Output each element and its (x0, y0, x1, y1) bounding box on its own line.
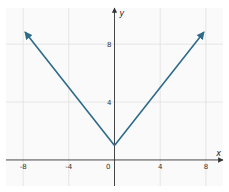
line (25, 33, 203, 146)
grid-line-x (205, 8, 206, 186)
y-axis (114, 8, 115, 186)
plot-background (6, 8, 223, 186)
grid-line-x (68, 8, 69, 186)
grid-line-x (114, 8, 115, 186)
x-tick-label: 4 (158, 163, 163, 171)
chart: -8-404848xy (0, 0, 229, 192)
x-axis-label: x (215, 149, 221, 158)
grid (6, 8, 223, 186)
grid-line-x (23, 8, 24, 186)
x-tick-label: 8 (204, 163, 208, 171)
page: {"chart_data": {"type": "line", "xlabel"… (0, 0, 229, 192)
y-tick-label: 8 (107, 41, 111, 49)
x-tick-label: -8 (20, 163, 27, 171)
x-tick-label: 0 (106, 163, 110, 171)
y-tick-label: 4 (107, 99, 112, 107)
x-tick-label: -4 (65, 163, 73, 171)
y-axis-label: y (119, 9, 125, 18)
plot-area (25, 33, 203, 146)
chart-container: -8-404848xy (0, 0, 229, 192)
grid-line-x (160, 8, 161, 186)
